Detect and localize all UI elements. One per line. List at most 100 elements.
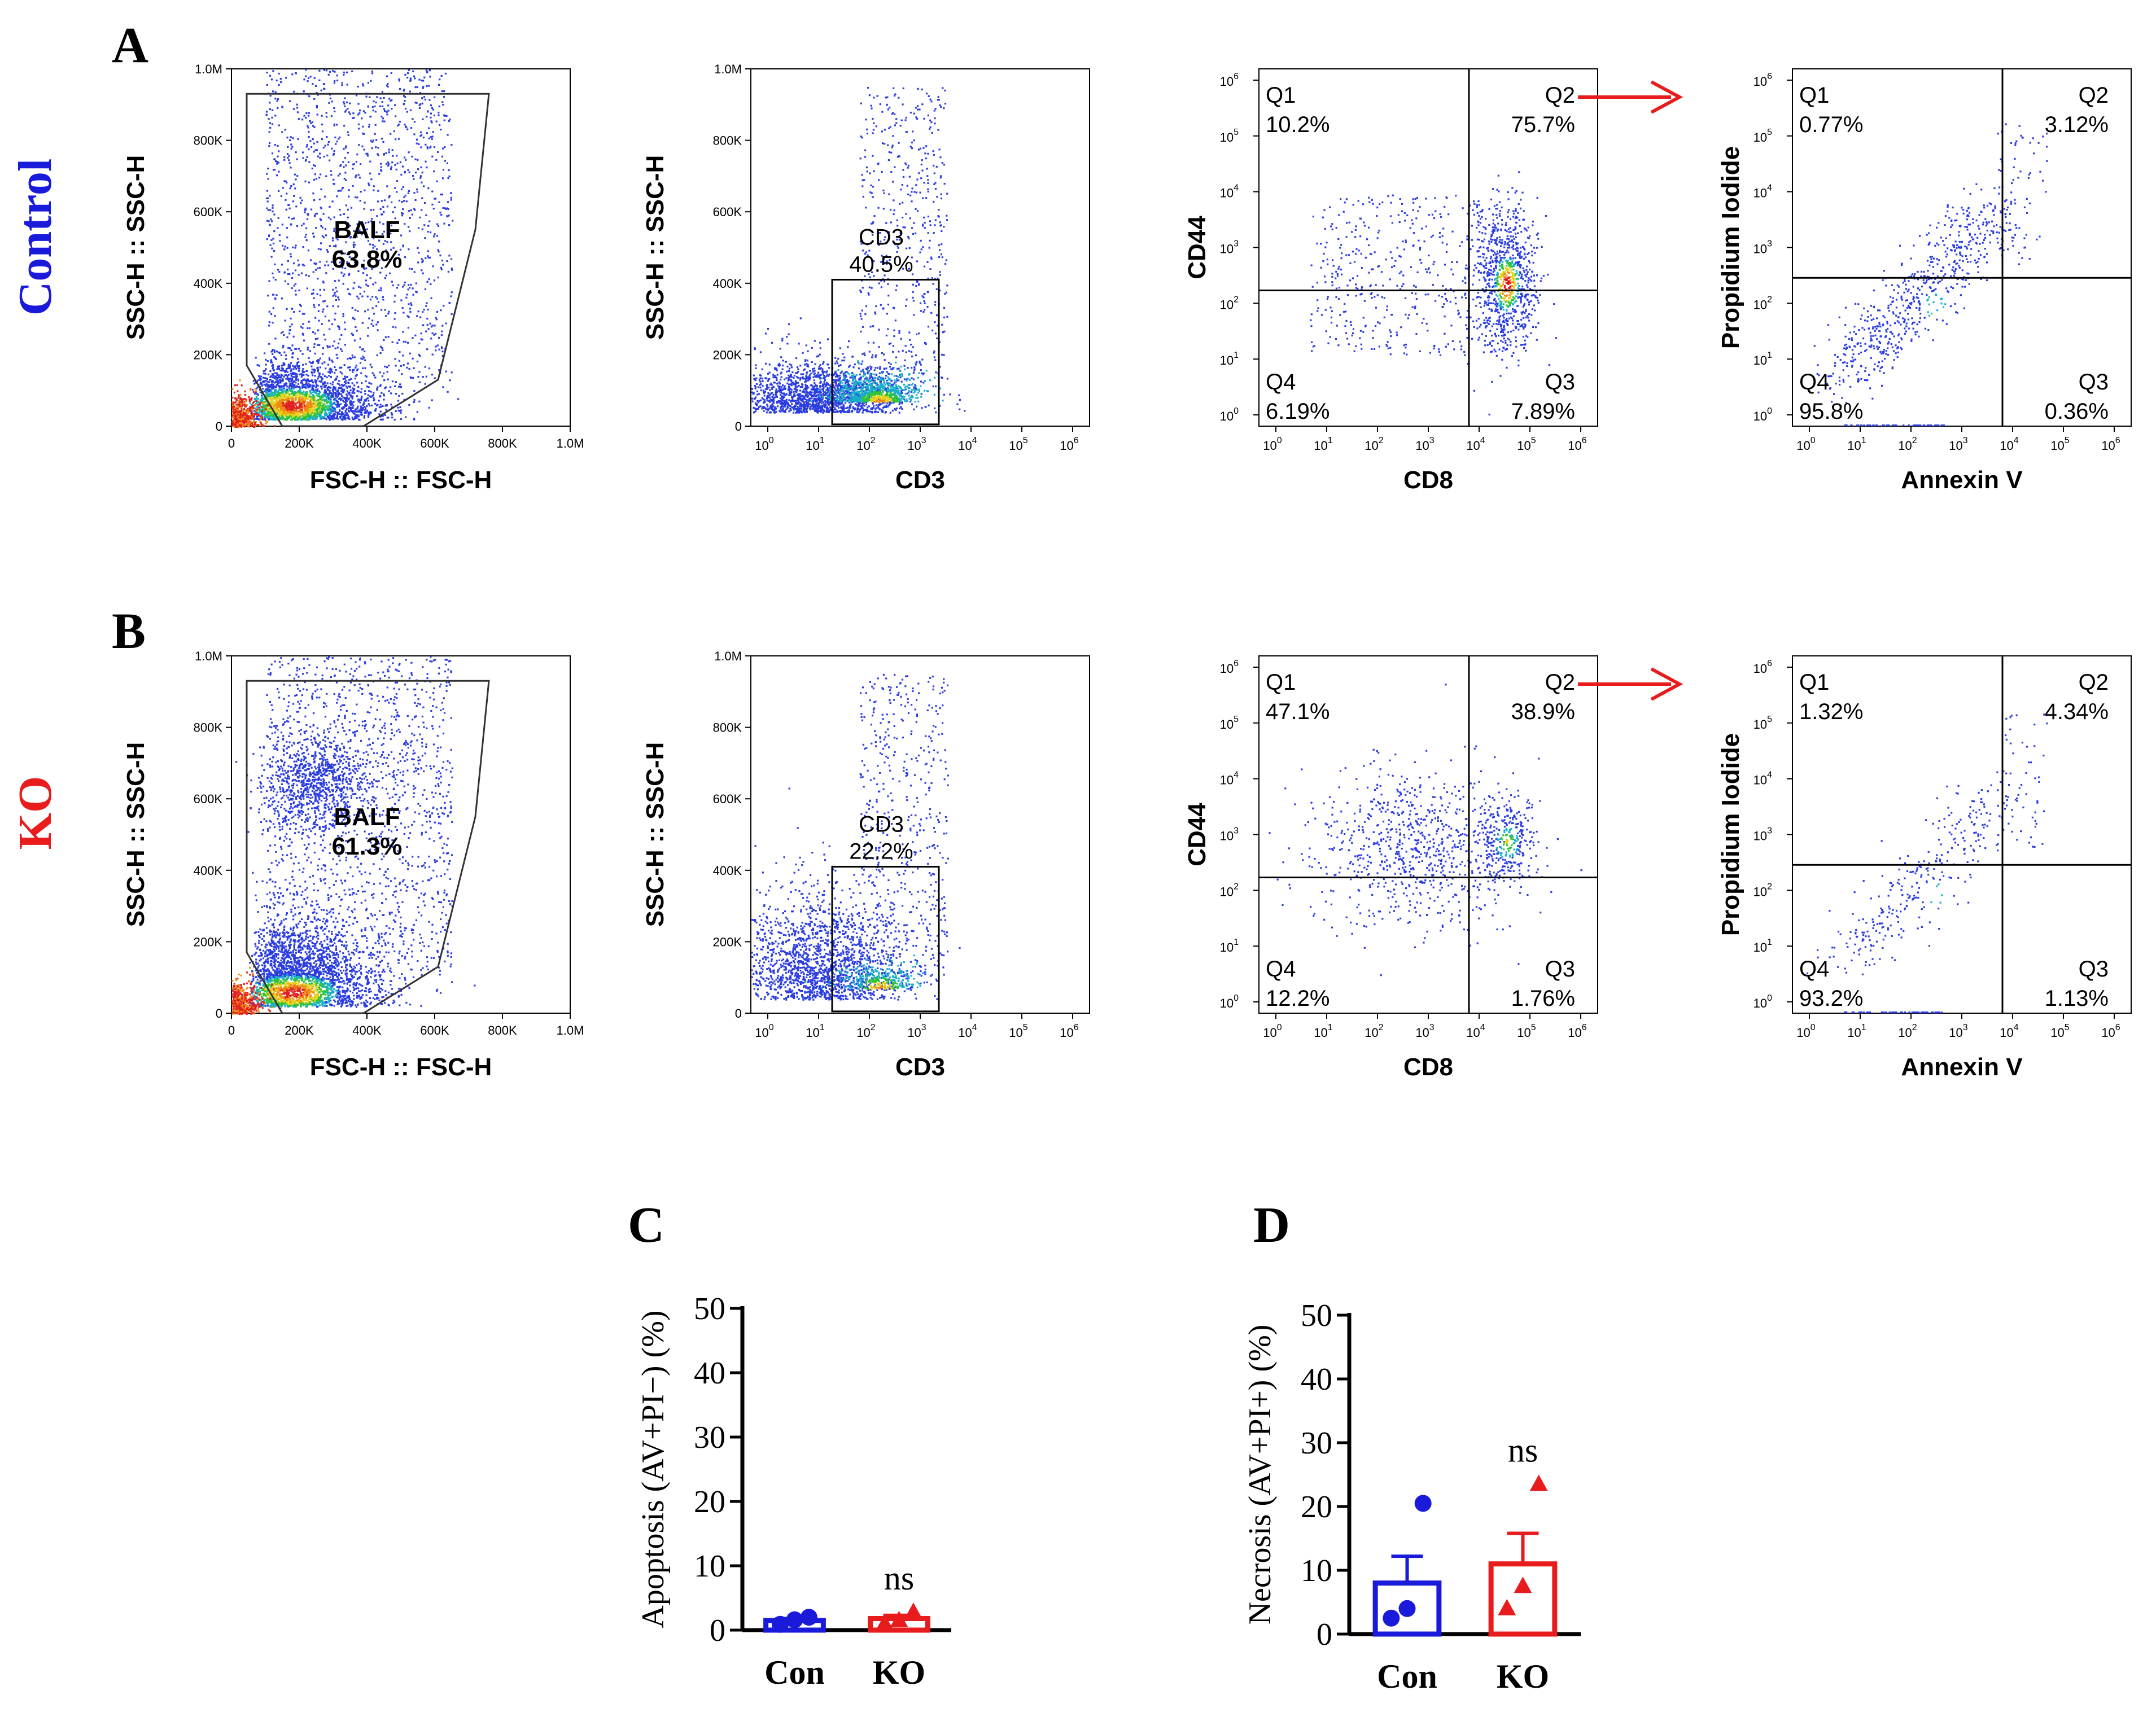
event-dot [300, 375, 303, 378]
event-dot [322, 146, 325, 149]
event-dot [338, 342, 340, 345]
event-dot [282, 344, 285, 347]
event-dot [263, 381, 265, 383]
event-dot [292, 137, 294, 139]
event-dot [432, 208, 435, 210]
event-dot [275, 381, 277, 383]
event-dot [285, 405, 287, 407]
event-dot [340, 348, 342, 351]
event-dot [431, 135, 434, 138]
event-dot [352, 411, 354, 413]
event-dot [414, 86, 417, 89]
event-dot [270, 418, 273, 421]
event-dot [281, 297, 283, 300]
event-dot [265, 197, 268, 199]
event-dot [427, 250, 430, 252]
event-dot [308, 383, 310, 385]
event-dot [275, 174, 278, 177]
event-dot [298, 348, 300, 350]
event-dot [336, 418, 339, 420]
event-dot [375, 296, 377, 298]
event-dot [386, 185, 388, 187]
event-dot [282, 414, 285, 416]
event-dot [340, 393, 342, 395]
event-dot [290, 408, 292, 410]
event-dot [275, 358, 277, 360]
event-dot [360, 413, 362, 415]
event-dot [368, 386, 370, 388]
event-dot [255, 403, 257, 405]
event-dot [387, 110, 390, 112]
event-dot [272, 380, 274, 382]
event-dot [281, 365, 283, 367]
event-dot [270, 390, 273, 392]
event-dot [348, 393, 351, 396]
event-dot [349, 403, 352, 405]
event-dot [312, 386, 314, 388]
event-dot [413, 192, 416, 194]
event-dot [444, 160, 446, 162]
event-dot [427, 225, 430, 227]
event-dot [434, 377, 436, 379]
event-dot [370, 383, 373, 385]
event-dot [436, 180, 438, 182]
event-dot [434, 233, 436, 235]
event-dot [302, 323, 304, 325]
event-dot [286, 247, 288, 249]
event-dot [301, 224, 303, 227]
event-dot [281, 417, 283, 419]
event-dot [386, 163, 388, 165]
event-dot [424, 366, 426, 368]
event-dot [428, 127, 430, 129]
event-dot [244, 400, 247, 402]
event-dot [337, 389, 339, 391]
event-dot [282, 394, 284, 396]
event-dot [358, 409, 361, 411]
event-dot [884, 359, 886, 361]
event-dot [308, 148, 310, 151]
event-dot [441, 325, 444, 327]
event-dot [294, 365, 296, 367]
event-dot [283, 414, 286, 417]
event-dot [244, 417, 246, 419]
event-dot [240, 384, 243, 387]
event-dot [817, 371, 820, 374]
event-dot [239, 413, 242, 415]
event-dot [296, 107, 299, 109]
event-dot [379, 385, 381, 387]
event-dot [292, 381, 294, 383]
event-dot [447, 270, 449, 273]
event-dot [269, 389, 271, 391]
event-dot [259, 404, 261, 407]
event-dot [281, 380, 283, 383]
event-dot [385, 409, 387, 411]
event-dot [418, 381, 421, 383]
event-dot [391, 99, 393, 102]
event-dot [285, 354, 287, 357]
y-tick-label: 0 [216, 419, 222, 433]
event-dot [342, 413, 344, 415]
event-dot [323, 393, 325, 396]
event-dot [435, 345, 437, 348]
event-dot [409, 308, 412, 310]
event-dot [290, 415, 292, 418]
event-dot [321, 388, 323, 390]
event-dot [312, 416, 314, 418]
event-dot [327, 388, 330, 391]
event-dot [371, 319, 374, 322]
event-dot [247, 420, 250, 422]
event-dot [353, 163, 355, 165]
event-dot [782, 365, 784, 367]
event-dot [231, 388, 234, 390]
event-dot [374, 410, 377, 412]
event-dot [259, 406, 261, 409]
event-dot [424, 288, 427, 291]
event-dot [451, 144, 453, 146]
event-dot [426, 302, 428, 304]
event-dot [426, 85, 428, 87]
event-dot [344, 328, 347, 331]
event-dot [327, 346, 329, 348]
event-dot [451, 258, 453, 260]
event-dot [252, 417, 255, 419]
event-dot [348, 292, 350, 295]
